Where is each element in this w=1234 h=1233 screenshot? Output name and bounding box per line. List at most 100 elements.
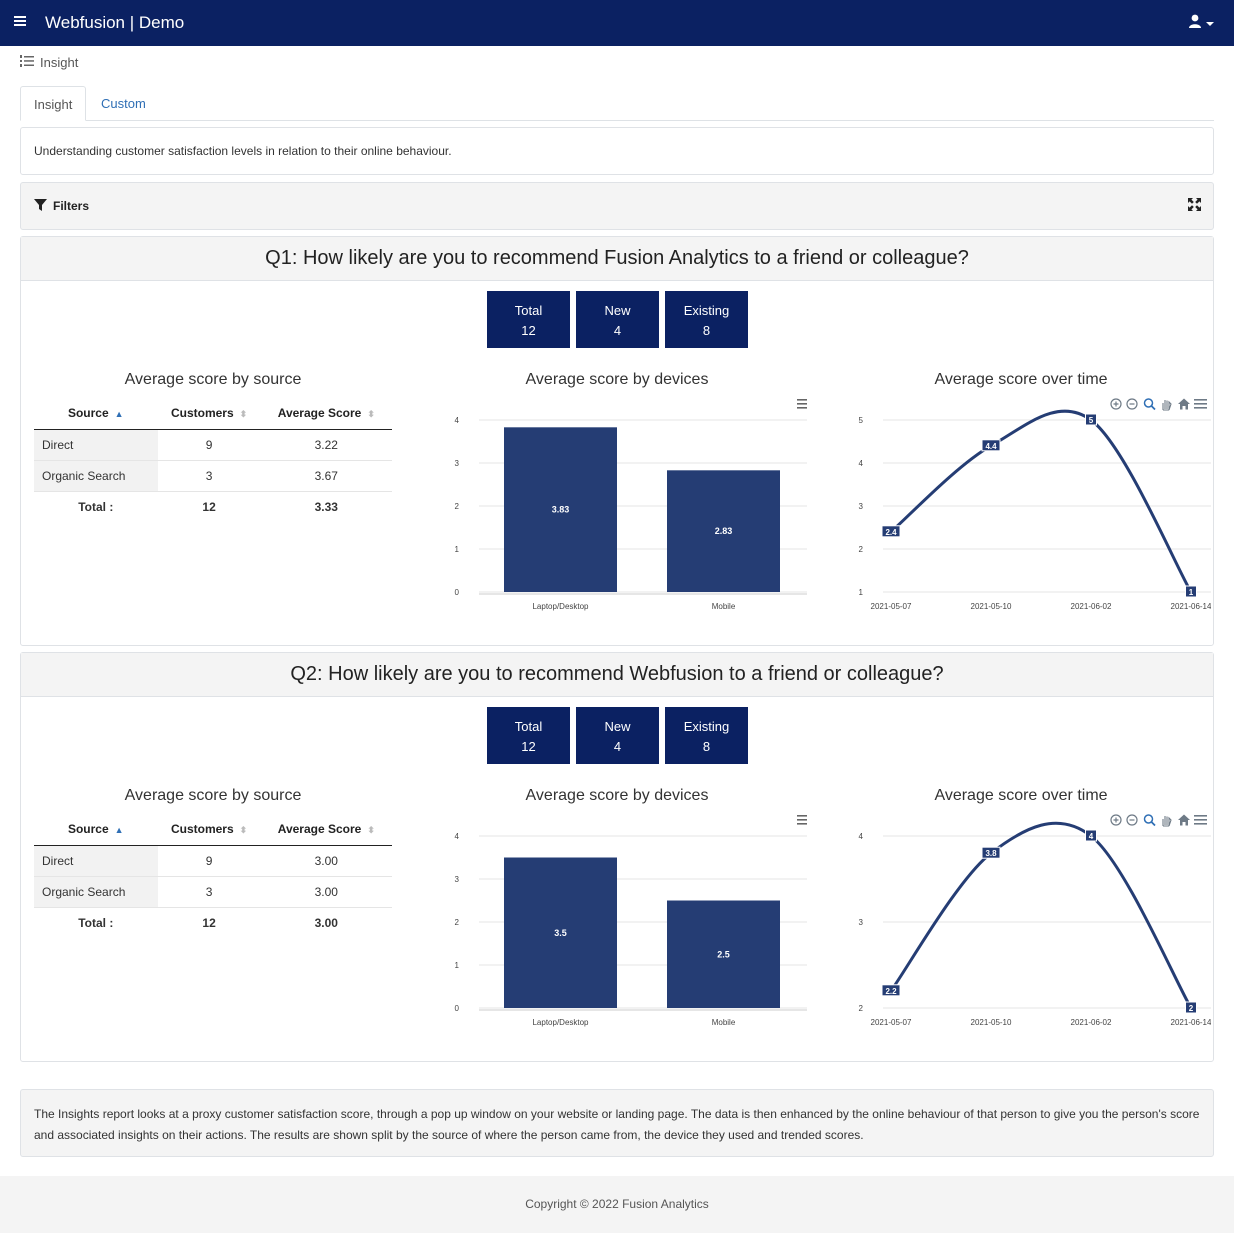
user-menu[interactable] [1188,14,1214,31]
pan-hand-icon[interactable] [1162,816,1172,827]
chart-menu-icon[interactable] [797,815,807,825]
y-tick-label: 2 [859,545,864,554]
pan-hand-shape [1162,400,1172,411]
zoom-in-icon[interactable] [1110,814,1122,826]
zoom-out-icon[interactable] [1126,398,1138,410]
bar-data-label: 3.83 [552,505,570,515]
data-point-label: 2.2 [885,987,897,996]
zoom-in-circle [1110,398,1122,410]
menu-bar [1194,823,1207,825]
page-footer: Copyright © 2022 Fusion Analytics [0,1176,1234,1233]
table-row: Organic Search 3 3.00 [34,876,392,908]
pan-hand-icon[interactable] [1162,400,1172,411]
cell-total-customers: 12 [157,490,261,522]
magnifier-icon[interactable] [1143,814,1156,827]
data-point-badge [1085,829,1097,842]
stat-new[interactable]: New 4 [576,707,659,764]
column-header-source[interactable]: Source ▲ [34,813,158,846]
stat-label: New [604,303,631,318]
y-tick-label: 2 [455,918,460,927]
data-point-label: 2 [1189,1004,1194,1013]
tab-insight[interactable]: Insight [20,86,87,121]
funnel-icon [34,198,47,214]
sort-icon: ⬍ [239,408,248,419]
devices-bar-chart: 0 1 2 3 4 3.5 Laptop/Desktop 2.5 Mobile [455,815,807,1027]
home-shape [1178,398,1190,410]
stat-new[interactable]: New 4 [576,291,659,348]
column-header-customers[interactable]: Customers ⬍ [157,813,261,846]
time-section-title: Average score over time [934,787,1108,804]
column-header-average-score[interactable]: Average Score ⬍ [260,813,392,846]
magnifier-lens [1143,398,1154,408]
column-header-source[interactable]: Source ▲ [34,397,158,430]
menu-bar [1194,399,1207,401]
chart-menu-icon[interactable] [797,399,807,409]
menu-bar [1194,403,1207,405]
stat-existing[interactable]: Existing 8 [665,707,748,764]
y-tick-label: 3 [455,459,460,468]
stat-total[interactable]: Total 12 [487,291,570,348]
expand-icon[interactable] [1188,198,1201,214]
source-section-title: Average score by source [124,371,302,388]
chart-menu-icon[interactable] [1194,815,1207,825]
bar[interactable] [504,427,617,592]
filters-label: Filters [53,199,90,213]
cell-customers: 9 [157,429,261,461]
stat-existing[interactable]: Existing 8 [665,291,748,348]
sort-icon: ⬍ [239,824,248,835]
caret-down-icon [1206,15,1214,30]
stat-value: 4 [613,739,622,754]
tab-custom[interactable]: Custom [101,96,146,111]
app-brand[interactable]: Webfusion | Demo [45,13,185,32]
x-tick-label: 2021-05-07 [871,1018,912,1027]
home-shape [1178,814,1190,826]
breadcrumb-label: Insight [40,55,79,70]
column-header-customers[interactable]: Customers ⬍ [157,397,261,430]
sort-icon: ⬍ [367,824,375,835]
magnifier-icon[interactable] [1143,398,1156,411]
x-tick-label: 2021-06-02 [1071,1018,1112,1027]
menu-bar [1194,819,1207,821]
cell-source: Organic Search [34,876,158,908]
source-table: Source ▲ Customers ⬍ Average Score ⬍ Direct… [34,397,392,522]
cell-average-score: 3.00 [260,876,392,908]
cell-source: Organic Search [34,460,158,492]
series-line [890,409,1193,593]
table-row: Direct 9 3.22 [34,429,392,461]
data-point-badge [1085,413,1097,426]
y-tick-label: 1 [455,545,460,554]
hamburger-menu-icon[interactable] [14,14,32,32]
home-icon[interactable] [1178,814,1190,826]
cell-customers: 3 [157,460,261,492]
bar[interactable] [667,470,780,592]
chart-menu-icon[interactable] [1194,399,1207,409]
y-tick-label: 0 [455,1004,460,1013]
y-tick-label: 1 [455,961,460,970]
magnifier-handle [1150,405,1156,411]
column-header-average-score[interactable]: Average Score ⬍ [260,397,392,430]
menu-bar [797,819,807,821]
question-card-1: Q1: How likely are you to recommend Fusi… [20,236,1214,646]
home-icon[interactable] [1178,398,1190,410]
cell-total-customers: 12 [157,906,261,938]
table-row: Direct 9 3.00 [34,845,392,877]
cell-total-label: Total : [34,490,158,522]
data-point-badge [1185,585,1197,598]
y-tick-label: 5 [859,416,864,425]
description-box: Understanding customer satisfaction leve… [20,127,1214,175]
filters-panel[interactable]: Filters [20,182,1214,230]
menu-bar [797,407,807,409]
y-tick-label: 1 [859,588,864,597]
bar-data-label: 2.5 [717,949,730,959]
y-tick-label: 4 [455,416,460,425]
user-icon [1188,14,1202,31]
bar[interactable] [667,900,780,1009]
zoom-in-icon[interactable] [1110,398,1122,410]
sort-asc-icon: ▲ [114,824,124,835]
stat-total[interactable]: Total 12 [487,707,570,764]
x-tick-label: 2021-05-10 [971,602,1012,611]
zoom-out-icon[interactable] [1126,814,1138,826]
bar[interactable] [504,857,617,1009]
chart-toolbar [1110,398,1207,411]
question-title: Q1: How likely are you to recommend Fusi… [21,237,1213,281]
